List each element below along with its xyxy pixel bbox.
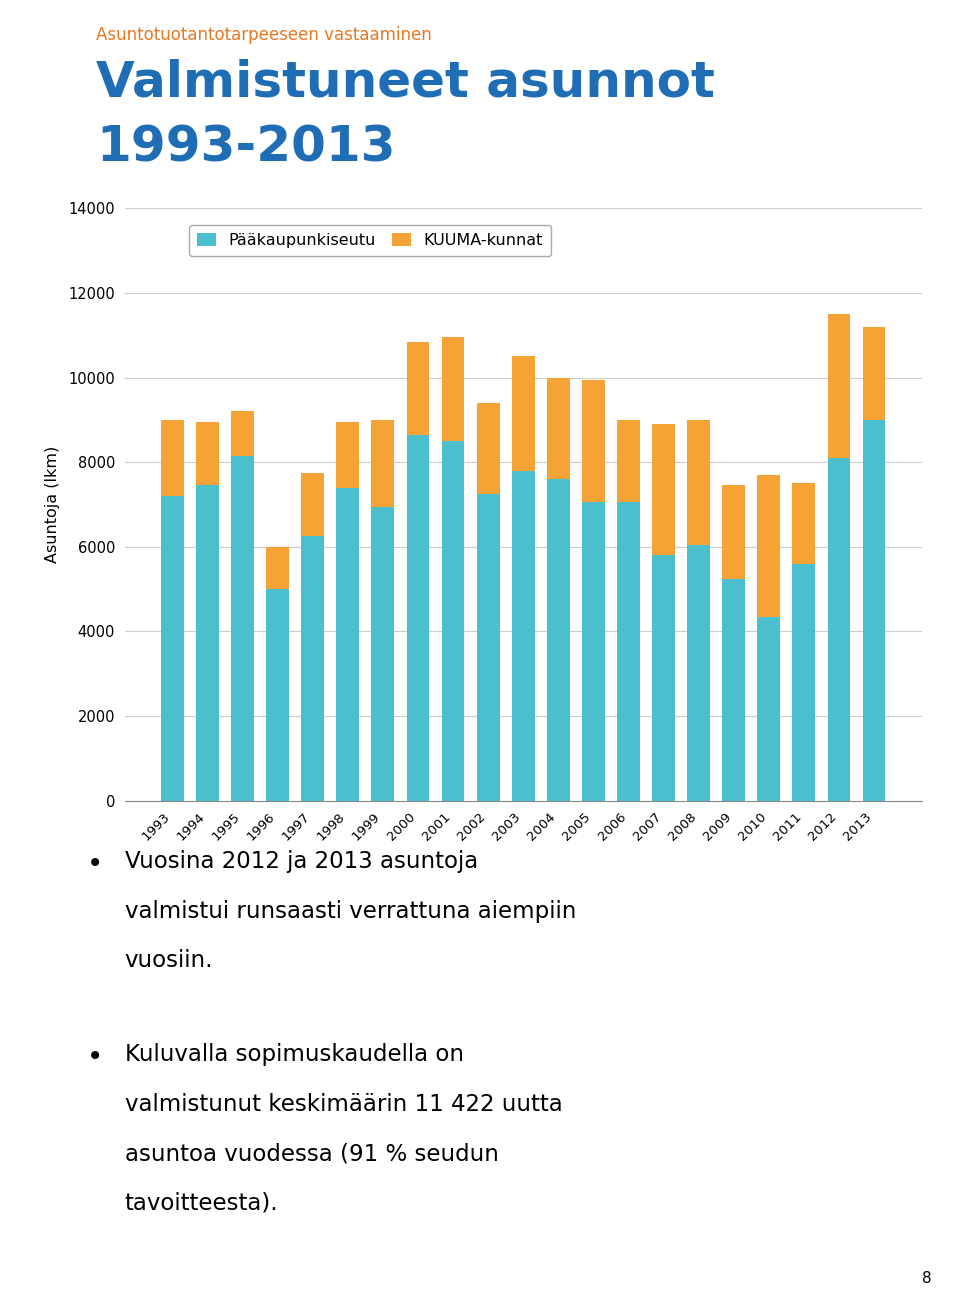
Bar [757,617,780,801]
Bar [687,544,710,801]
Y-axis label: Asuntoja (lkm): Asuntoja (lkm) [45,445,60,564]
Text: Asuntotuotantotarpeeseen vastaaminen: Asuntotuotantotarpeeseen vastaaminen [96,26,432,44]
Text: 8: 8 [922,1271,931,1286]
Bar [231,456,254,801]
Text: valmistunut keskimäärin 11 422 uutta: valmistunut keskimäärin 11 422 uutta [125,1092,563,1116]
Text: 1993-2013: 1993-2013 [96,124,396,172]
Text: vuosiin.: vuosiin. [125,949,213,973]
Bar [863,419,885,801]
Text: •: • [86,850,103,879]
Bar [266,547,289,589]
Text: tavoitteesta).: tavoitteesta). [125,1191,278,1215]
Bar [372,419,395,506]
Text: Valmistuneet asunnot: Valmistuneet asunnot [96,59,715,107]
Bar [231,411,254,456]
Bar [372,506,395,801]
Bar [477,402,499,493]
Bar [442,337,465,441]
Bar [512,357,535,470]
Bar [722,578,745,801]
Bar [617,503,639,801]
Bar [547,479,569,801]
Text: •: • [86,1043,103,1072]
Bar [828,458,851,801]
Bar [828,314,851,458]
Bar [617,419,639,503]
Bar [301,536,324,801]
Bar [687,419,710,544]
Bar [407,341,429,435]
Bar [652,555,675,801]
Bar [336,487,359,801]
Legend: Pääkaupunkiseutu, KUUMA-kunnat: Pääkaupunkiseutu, KUUMA-kunnat [188,225,551,256]
Bar [863,327,885,419]
Bar [266,589,289,801]
Text: valmistui runsaasti verrattuna aiempiin: valmistui runsaasti verrattuna aiempiin [125,900,576,923]
Bar [512,470,535,801]
Bar [442,441,465,801]
Text: asuntoa vuodessa (91 % seudun: asuntoa vuodessa (91 % seudun [125,1142,498,1165]
Bar [722,486,745,578]
Bar [161,496,183,801]
Bar [336,422,359,487]
Bar [792,564,815,801]
Bar [301,473,324,536]
Bar [477,493,499,801]
Bar [582,503,605,801]
Text: Vuosina 2012 ja 2013 asuntoja: Vuosina 2012 ja 2013 asuntoja [125,850,478,874]
Bar [582,380,605,503]
Bar [792,483,815,564]
Bar [757,475,780,617]
Bar [196,486,219,801]
Bar [547,378,569,479]
Bar [196,422,219,486]
Text: Kuluvalla sopimuskaudella on: Kuluvalla sopimuskaudella on [125,1043,464,1066]
Bar [161,419,183,496]
Bar [652,424,675,555]
Bar [407,435,429,801]
